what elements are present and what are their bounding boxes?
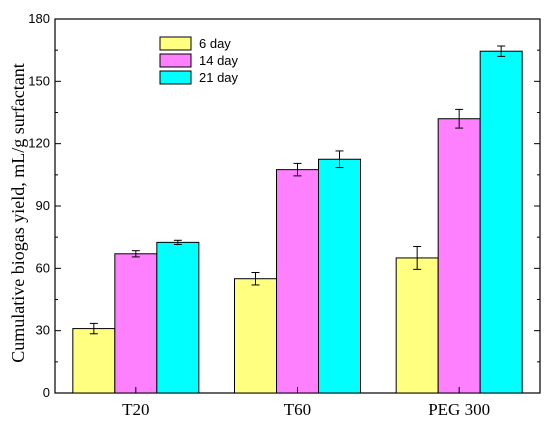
legend-label: 21 day bbox=[199, 70, 239, 85]
bar bbox=[114, 253, 158, 394]
bar bbox=[234, 278, 277, 394]
legend-label: 6 day bbox=[199, 36, 231, 51]
legend-swatch bbox=[159, 70, 192, 85]
bars-group bbox=[72, 50, 523, 394]
legend-swatch bbox=[159, 36, 192, 51]
y-tick-label: 0 bbox=[43, 385, 50, 400]
y-tick-label: 30 bbox=[36, 323, 50, 338]
y-axis-title: Cumulative biogas yield, mL/g surfactant bbox=[8, 63, 28, 362]
error-bars-group bbox=[89, 45, 506, 335]
bar bbox=[72, 328, 116, 394]
bar bbox=[395, 257, 439, 394]
bar bbox=[437, 118, 481, 394]
legend-swatch bbox=[159, 53, 192, 68]
y-tick-label: 120 bbox=[28, 136, 50, 151]
y-tick-label: 180 bbox=[28, 11, 50, 26]
axes-group: 0 30 60 90 120 150 180 T20 T60 PEG 300 bbox=[28, 11, 540, 419]
legend-label: 14 day bbox=[199, 53, 239, 68]
legend: 6 day 14 day 21 day bbox=[159, 36, 239, 85]
y-tick-label: 150 bbox=[28, 73, 50, 88]
bar bbox=[156, 241, 200, 394]
bar bbox=[318, 158, 361, 394]
x-tick-label: PEG 300 bbox=[428, 400, 490, 419]
x-tick-label: T20 bbox=[122, 400, 149, 419]
y-tick-label: 60 bbox=[36, 260, 50, 275]
bar bbox=[276, 169, 319, 394]
x-tick-label: T60 bbox=[284, 400, 311, 419]
bar bbox=[479, 50, 523, 394]
y-tick-label: 90 bbox=[36, 198, 50, 213]
